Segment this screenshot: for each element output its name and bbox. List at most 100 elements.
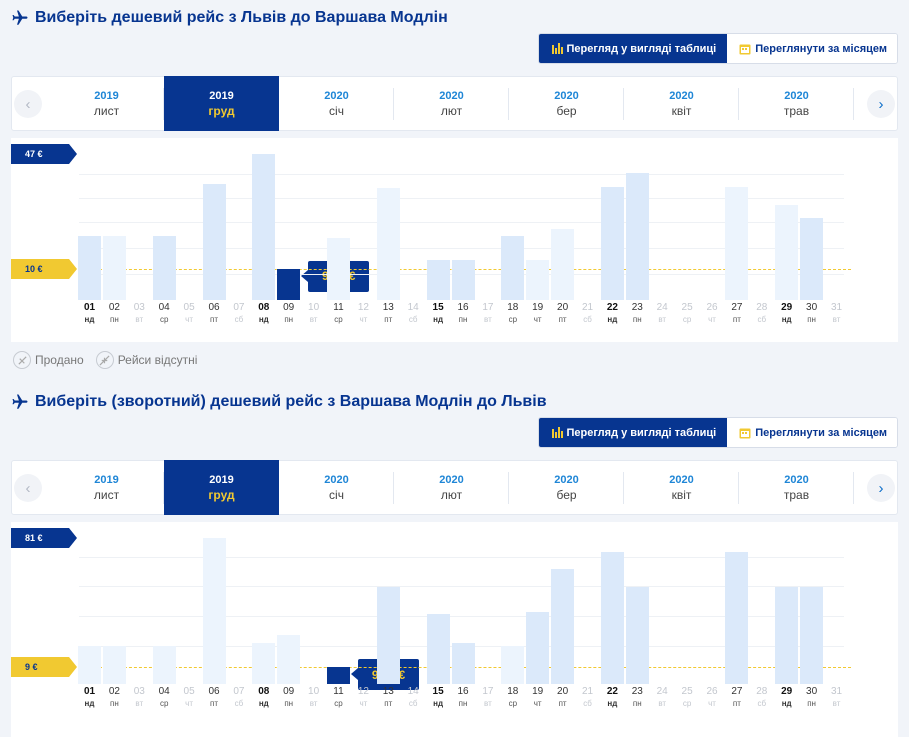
price-bar[interactable] (102, 646, 126, 684)
day-label[interactable]: 20 пт (551, 301, 575, 326)
month-tab[interactable]: 2020 лют (394, 77, 509, 130)
price-bar[interactable] (775, 205, 799, 300)
day-label[interactable]: 16 пн (451, 301, 475, 326)
month-tab[interactable]: 2020 бер (509, 77, 624, 130)
price-bar[interactable] (551, 568, 575, 684)
day-label[interactable]: 10 вт (302, 685, 326, 710)
day-label[interactable]: 12 чт (351, 685, 375, 710)
day-label[interactable]: 04 ср (152, 301, 176, 326)
day-label[interactable]: 02 пн (102, 301, 126, 326)
day-label[interactable]: 14 сб (401, 301, 425, 326)
day-label[interactable]: 28 сб (750, 685, 774, 710)
day-label[interactable]: 01 нд (78, 301, 102, 326)
month-tab-selected[interactable]: 2019 груд (164, 76, 279, 131)
day-label[interactable]: 19 чт (526, 685, 550, 710)
day-label[interactable]: 29 нд (775, 685, 799, 710)
day-label[interactable]: 24 вт (650, 685, 674, 710)
price-bar[interactable] (600, 552, 624, 684)
selected-price-bar[interactable] (327, 667, 350, 684)
month-view-button[interactable]: Переглянути за місяцем (727, 34, 897, 63)
month-tab[interactable]: 2020 бер (509, 461, 624, 514)
price-bar[interactable] (277, 635, 301, 684)
price-bar[interactable] (202, 538, 226, 684)
day-label[interactable]: 24 вт (650, 301, 674, 326)
price-bar[interactable] (327, 237, 350, 300)
day-label[interactable]: 30 пн (800, 301, 824, 326)
day-label[interactable]: 06 пт (202, 685, 226, 710)
price-bar[interactable] (152, 236, 176, 300)
day-label[interactable]: 12 чт (351, 301, 375, 326)
month-tab[interactable]: 2019 лист (49, 461, 164, 514)
day-label[interactable]: 23 пн (625, 685, 649, 710)
day-label[interactable]: 04 ср (152, 685, 176, 710)
month-tab[interactable]: 2020 лют (394, 461, 509, 514)
day-label[interactable]: 29 нд (775, 301, 799, 326)
day-label[interactable]: 23 пн (625, 301, 649, 326)
prev-month-arrow[interactable]: ‹ (14, 474, 42, 502)
price-bar[interactable] (551, 228, 575, 300)
month-tab-selected[interactable]: 2019 груд (164, 460, 279, 515)
month-tab[interactable]: 2020 квіт (624, 461, 739, 514)
table-view-button[interactable]: Перегляд у вигляді таблиці (538, 418, 728, 447)
month-tab[interactable]: 2020 січ (279, 77, 394, 130)
day-label[interactable]: 06 пт (202, 301, 226, 326)
price-bar[interactable] (725, 552, 749, 684)
price-bar[interactable] (600, 186, 624, 300)
month-tab[interactable]: 2020 січ (279, 461, 394, 514)
day-label[interactable]: 01 нд (78, 685, 102, 710)
day-label[interactable]: 15 нд (426, 685, 450, 710)
next-month-arrow[interactable]: › (867, 90, 895, 118)
price-bar[interactable] (725, 186, 749, 300)
day-label[interactable]: 21 сб (576, 685, 600, 710)
price-bar[interactable] (775, 586, 799, 684)
day-label[interactable]: 03 вт (127, 685, 151, 710)
month-tab[interactable]: 2020 квіт (624, 77, 739, 130)
day-label[interactable]: 18 ср (501, 685, 525, 710)
price-bar[interactable] (252, 154, 276, 300)
day-label[interactable]: 09 пн (277, 301, 301, 326)
price-bar[interactable] (202, 183, 226, 300)
price-bar[interactable] (526, 259, 550, 300)
day-label[interactable]: 17 вт (476, 685, 500, 710)
price-bar[interactable] (376, 188, 400, 300)
day-label[interactable]: 26 чт (700, 301, 724, 326)
day-label[interactable]: 22 нд (600, 301, 624, 326)
day-label[interactable]: 17 вт (476, 301, 500, 326)
day-label[interactable]: 16 пн (451, 685, 475, 710)
price-bar[interactable] (426, 259, 450, 300)
price-bar[interactable] (501, 236, 525, 300)
price-bar[interactable] (252, 642, 276, 684)
price-bar[interactable] (800, 217, 824, 300)
day-label[interactable]: 15 нд (426, 301, 450, 326)
price-bar[interactable] (426, 613, 450, 684)
day-label[interactable]: 22 нд (600, 685, 624, 710)
price-bar[interactable] (625, 586, 649, 684)
price-bar[interactable] (526, 611, 550, 684)
month-view-button[interactable]: Переглянути за місяцем (727, 418, 897, 447)
day-label[interactable]: 13 пт (376, 301, 400, 326)
day-label[interactable]: 05 чт (177, 301, 201, 326)
day-label[interactable]: 10 вт (302, 301, 326, 326)
day-label[interactable]: 30 пн (800, 685, 824, 710)
price-bar[interactable] (625, 172, 649, 300)
day-label[interactable]: 13 пт (376, 685, 400, 710)
selected-price-bar[interactable] (277, 268, 301, 300)
price-bar[interactable] (78, 646, 101, 684)
price-bar[interactable] (376, 586, 400, 684)
day-label[interactable]: 03 вт (127, 301, 151, 326)
day-label[interactable]: 21 сб (576, 301, 600, 326)
day-label[interactable]: 19 чт (526, 301, 550, 326)
day-label[interactable]: 27 пт (725, 301, 749, 326)
day-label[interactable]: 11 ср (327, 301, 351, 326)
month-tab[interactable]: 2019 лист (49, 77, 164, 130)
next-month-arrow[interactable]: › (867, 474, 895, 502)
price-bar[interactable] (800, 586, 824, 684)
price-bar[interactable] (451, 642, 475, 684)
day-label[interactable]: 02 пн (102, 685, 126, 710)
table-view-button[interactable]: Перегляд у вигляді таблиці (538, 34, 728, 63)
price-bar[interactable] (501, 646, 525, 684)
day-label[interactable]: 20 пт (551, 685, 575, 710)
prev-month-arrow[interactable]: ‹ (14, 90, 42, 118)
day-label[interactable]: 31 вт (825, 301, 849, 326)
day-label[interactable]: 07 сб (227, 301, 251, 326)
